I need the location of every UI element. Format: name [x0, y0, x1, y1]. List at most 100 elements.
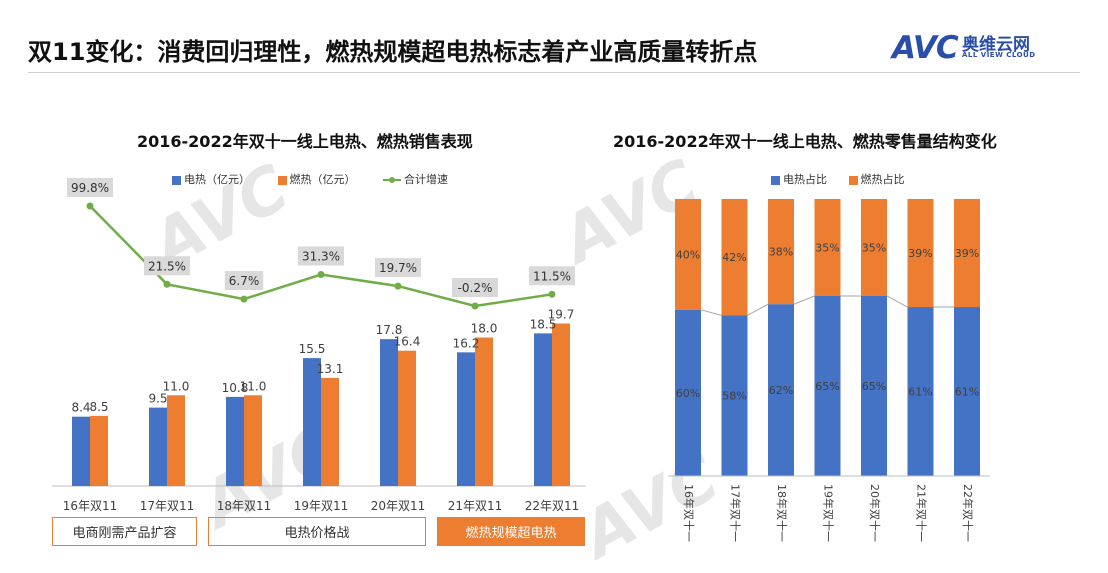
- growth-label-bg: [224, 271, 264, 291]
- bar-gas-share: [907, 199, 934, 308]
- data-label-electric-share: 65%: [815, 380, 839, 393]
- growth-label-bg: [144, 256, 190, 276]
- growth-data-label: -0.2%: [458, 281, 493, 295]
- page-title: 双11变化：消费回归理性，燃热规模超电热标志着产业高质量转折点: [28, 38, 758, 66]
- bar-gas-share: [954, 199, 980, 308]
- legend-label-gas: 燃热（亿元）: [289, 173, 356, 186]
- data-label-electric: 17.8: [376, 323, 403, 337]
- data-label-gas-share: 40%: [676, 248, 700, 261]
- growth-data-label: 11.5%: [533, 269, 571, 283]
- x-tick-label: 19年双十一: [822, 484, 836, 542]
- logo-name-en: ALL VIEW CLOUD: [962, 51, 1036, 59]
- growth-label-bg: [298, 246, 344, 266]
- bar-gas: [321, 377, 339, 486]
- phase-box-expansion: 电商刚需产品扩容: [52, 517, 197, 546]
- growth-data-label: 99.8%: [71, 181, 109, 195]
- legend-label-gas-share: 燃热占比: [860, 173, 905, 186]
- series-connector: [700, 309, 722, 316]
- data-label-electric-share: 58%: [722, 390, 746, 403]
- legend-swatch-growth: [383, 177, 401, 183]
- legend-label-growth: 合计增速: [404, 173, 448, 186]
- growth-point: [86, 202, 94, 210]
- bar-gas: [398, 350, 416, 486]
- growth-point: [394, 282, 402, 290]
- data-label-gas: 16.4: [394, 335, 421, 349]
- bar-electric-share: [814, 295, 841, 476]
- data-label-gas: 11.0: [163, 379, 190, 393]
- growth-label-bg: [452, 278, 498, 297]
- x-tick-label: 16年双十一: [682, 484, 696, 542]
- bar-electric: [226, 396, 244, 486]
- bar-gas: [475, 337, 493, 486]
- data-label-electric: 16.2: [453, 336, 480, 350]
- x-tick-label: 16年双11: [63, 499, 118, 513]
- legend-item-gas-share: 燃热占比: [848, 171, 905, 187]
- growth-point: [317, 271, 325, 278]
- series-connector: [793, 295, 815, 305]
- growth-label-bg: [375, 258, 421, 278]
- x-tick-label: 17年双十一: [729, 484, 743, 542]
- logo-name-cn: 奥维云网: [962, 35, 1030, 55]
- x-tick-label: 21年双十一: [915, 484, 929, 542]
- bar-electric: [534, 333, 552, 486]
- data-label-electric: 18.5: [530, 317, 557, 331]
- series-connector: [886, 295, 908, 308]
- bar-gas-share: [675, 199, 701, 310]
- data-label-gas-share: 35%: [862, 241, 886, 254]
- data-label-electric-share: 60%: [676, 387, 700, 400]
- data-label-gas-share: 39%: [955, 247, 979, 260]
- bar-electric-share: [675, 309, 701, 476]
- x-tick-label: 19年双11: [294, 499, 349, 513]
- data-label-gas-share: 39%: [908, 247, 932, 260]
- data-label-gas: 19.7: [548, 307, 575, 321]
- legend-label-electric-share: 电热占比: [783, 173, 827, 186]
- legend-item-electric-share: 电热占比: [771, 171, 827, 187]
- data-label-gas: 11.0: [240, 379, 267, 393]
- logo-brand: AVC: [892, 30, 959, 66]
- x-tick-label: 17年双11: [140, 499, 195, 513]
- chart2-title: 2016-2022年双十一线上电热、燃热零售量结构变化: [613, 132, 997, 151]
- avc-logo: AVC 奥维云网 ALL VIEW CLOUD: [892, 30, 1062, 66]
- bar-electric-share: [721, 315, 748, 476]
- legend-item-gas: 燃热（亿元）: [277, 171, 356, 187]
- data-label-electric: 10.8: [222, 381, 249, 395]
- growth-data-label: 21.5%: [148, 259, 186, 273]
- x-tick-label: 22年双11: [525, 499, 580, 513]
- phase-box-gas-exceeds: 燃热规模超电热: [437, 517, 585, 546]
- bar-gas-share: [768, 199, 794, 305]
- data-label-gas-share: 42%: [722, 251, 746, 264]
- bar-gas-share: [861, 199, 887, 296]
- growth-label-bg: [67, 178, 113, 197]
- legend-swatch-electric: [172, 175, 181, 185]
- data-label-electric: 8.4: [71, 401, 90, 415]
- title-divider: [28, 72, 1080, 73]
- data-label-electric: 9.5: [148, 392, 167, 406]
- data-label-gas: 18.0: [471, 322, 498, 336]
- growth-point: [240, 295, 248, 303]
- bar-electric: [457, 352, 475, 486]
- legend-swatch-gas: [277, 175, 287, 185]
- data-label-electric-share: 61%: [908, 386, 932, 399]
- growth-point: [163, 280, 171, 288]
- bar-electric-share: [907, 307, 934, 476]
- bar-electric-share: [768, 304, 794, 476]
- series-connector: [747, 303, 769, 316]
- growth-point: [471, 302, 479, 310]
- legend-item-growth: 合计增速: [383, 171, 448, 187]
- bar-gas: [244, 395, 262, 486]
- chart1-legend: 电热（亿元） 燃热（亿元） 合计增速: [172, 171, 472, 187]
- x-tick-label: 18年双11: [217, 499, 272, 513]
- x-tick-label: 20年双11: [371, 499, 426, 513]
- phase-label: 燃热规模超电热: [465, 526, 557, 541]
- growth-point: [548, 290, 556, 298]
- data-label-electric: 15.5: [299, 342, 326, 356]
- growth-data-label: 31.3%: [302, 250, 340, 264]
- legend-item-electric: 电热（亿元）: [172, 171, 250, 187]
- bar-gas-share: [721, 199, 748, 316]
- bar-gas: [90, 415, 108, 486]
- data-label-gas: 13.1: [317, 362, 344, 376]
- phase-label: 电商刚需产品扩容: [72, 526, 177, 541]
- legend-swatch-gas-share: [848, 175, 858, 185]
- x-tick-label: 22年双十一: [961, 484, 975, 542]
